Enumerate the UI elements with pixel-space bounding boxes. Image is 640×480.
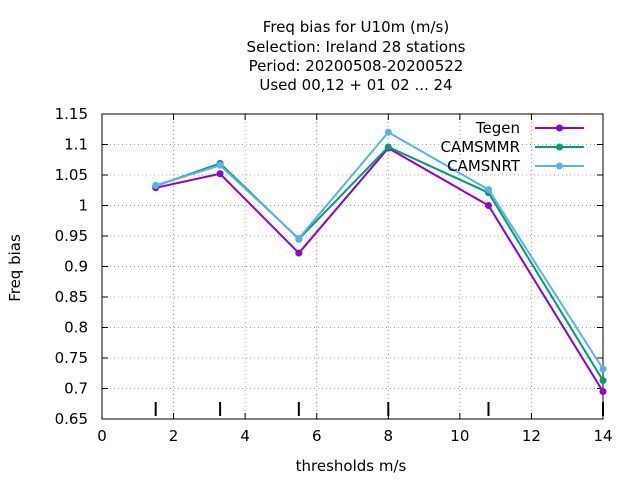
legend-marker	[556, 162, 563, 170]
data-point-camsmmr	[599, 377, 607, 385]
y-tick-label: 0.85	[55, 288, 88, 306]
data-point-camsnrt	[599, 365, 607, 373]
y-tick-label: 1.15	[55, 105, 88, 123]
legend-label: CAMSMMR	[440, 138, 520, 156]
data-point-camsnrt	[216, 161, 224, 169]
data-point-tegen	[484, 202, 492, 209]
y-tick-label: 1.1	[64, 136, 88, 154]
x-tick-label: 2	[169, 427, 179, 445]
plot-frame	[101, 113, 604, 420]
data-point-camsnrt	[384, 128, 392, 136]
x-tick-label: 12	[522, 427, 541, 445]
data-point-camsnrt	[295, 234, 303, 242]
y-tick-label: 0.8	[64, 319, 88, 337]
data-point-tegen	[599, 388, 607, 396]
data-point-tegen	[295, 249, 303, 257]
grid	[102, 114, 603, 419]
y-tick-label: 0.65	[55, 410, 88, 428]
title-line-4: Used 00,12 + 01 02 ... 24	[259, 76, 452, 94]
legend-label: CAMSNRT	[447, 157, 521, 175]
legend-label: Tegen	[475, 119, 520, 137]
y-tick-label: 0.9	[64, 258, 88, 276]
y-tick-label: 0.95	[55, 227, 88, 245]
x-tick-label: 8	[384, 427, 394, 445]
y-tick-label: 1.05	[55, 166, 88, 184]
series	[152, 128, 607, 396]
legend-marker	[556, 143, 563, 151]
x-tick-label: 6	[312, 427, 322, 445]
title-line-1: Freq bias for U10m (m/s)	[263, 18, 449, 36]
legend-marker	[556, 124, 563, 132]
x-tick-label: 4	[240, 427, 250, 445]
title-line-2: Selection: Ireland 28 stations	[247, 38, 466, 56]
x-tick-label: 0	[97, 427, 107, 445]
data-point-camsnrt	[484, 186, 492, 194]
y-tick-label: 0.7	[64, 380, 88, 398]
data-point-camsnrt	[152, 181, 160, 189]
x-tick-label: 10	[450, 427, 469, 445]
y-axis-label: Freq bias	[6, 234, 24, 302]
y-tick-label: 0.75	[55, 349, 88, 367]
axes: 0 2 4 6 8 10 12 14 0.65 0.7 0.75 0.8 0.85 0.9 0.95 1 1.0…	[55, 105, 613, 445]
x-axis-label: thresholds m/s	[296, 457, 407, 475]
chart-title: Freq bias for U10m (m/s) Selection: Irel…	[247, 18, 466, 94]
data-point-tegen	[216, 170, 224, 178]
y-tick-label: 1	[78, 197, 88, 215]
x-tick-label: 14	[593, 427, 612, 445]
series-line-tegen	[155, 147, 604, 393]
title-line-3: Period: 20200508-20200522	[249, 57, 464, 75]
series-line-camsmmr	[155, 145, 604, 382]
series-line-camsnrt	[155, 131, 604, 370]
data-point-camsmmr	[384, 143, 392, 151]
